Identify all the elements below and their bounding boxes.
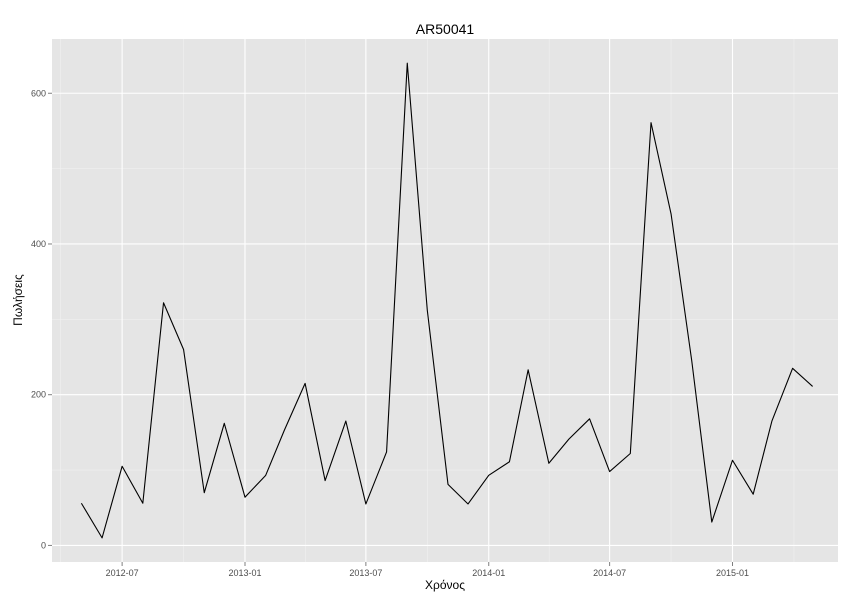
x-tick-label: 2015-01 [716,568,749,578]
x-tick-label: 2014-01 [472,568,505,578]
x-tick-label: 2013-01 [228,568,261,578]
y-tick-label: 200 [31,390,46,400]
y-tick-label: 400 [31,239,46,249]
x-tick-label: 2014-07 [593,568,626,578]
chart-title: AR50041 [416,21,475,37]
y-axis-title: Πωλήσεις [11,274,25,326]
x-axis-title: Χρόνος [425,578,465,592]
sales-series-line [80,62,813,539]
axis-ticks: 0 200 400 600 2012-07 2013-01 2013-07 2014-01 20… [31,88,749,578]
y-tick-label: 600 [31,88,46,98]
plot-panel [52,39,838,562]
series-layer [80,62,813,539]
minor-gridlines [52,39,838,562]
major-gridlines [52,39,838,562]
x-tick-label: 2013-07 [349,568,382,578]
y-tick-label: 0 [41,540,46,550]
x-tick-label: 2012-07 [106,568,139,578]
